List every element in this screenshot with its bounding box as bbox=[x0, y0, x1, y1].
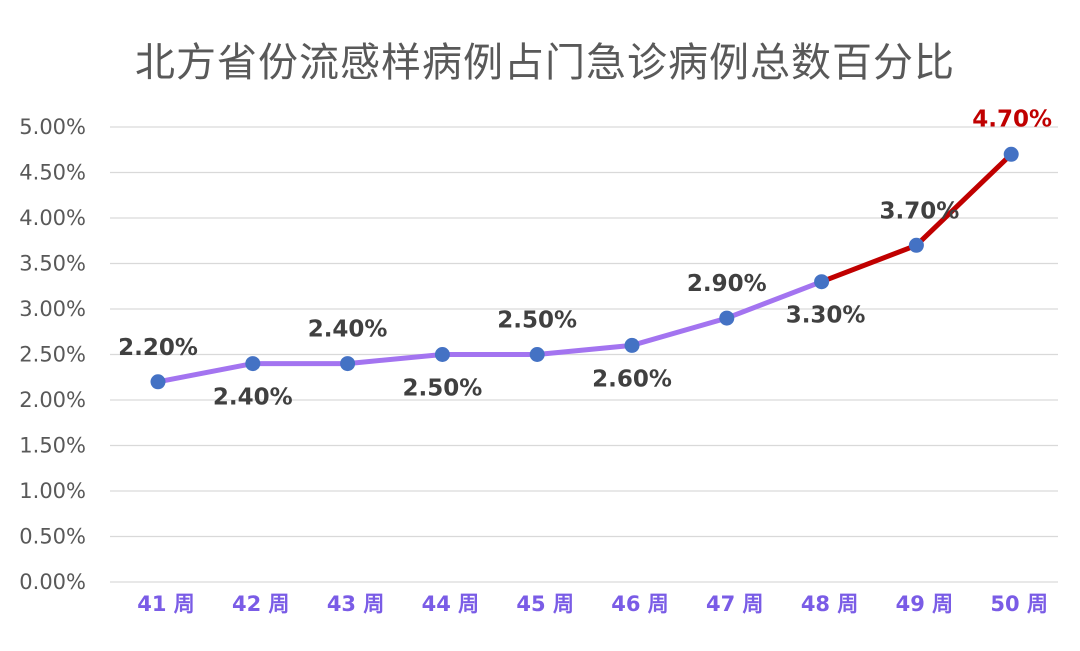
series-line-segment bbox=[534, 342, 635, 357]
data-label: 2.40% bbox=[308, 317, 388, 343]
y-tick-label: 4.00% bbox=[19, 206, 86, 230]
data-label: 2.50% bbox=[403, 376, 483, 402]
chart-title: 北方省份流感样病例占门急诊病例总数百分比 bbox=[135, 40, 955, 86]
data-point bbox=[340, 356, 356, 372]
y-tick-label: 3.00% bbox=[19, 297, 86, 321]
data-point bbox=[719, 310, 735, 326]
x-axis: 41 周 42 周 43 周 44 周 45 周 46 周 47 周 48 周 49 周 50 周 bbox=[137, 592, 1048, 616]
x-tick-label: 49 周 bbox=[896, 592, 954, 616]
data-label: 2.90% bbox=[687, 271, 767, 297]
y-tick-label: 1.00% bbox=[19, 479, 86, 503]
y-tick-label: 0.50% bbox=[19, 525, 86, 549]
data-point bbox=[1003, 146, 1019, 162]
data-point bbox=[529, 347, 545, 362]
y-tick-label: 3.50% bbox=[19, 252, 86, 276]
series-line-segment bbox=[345, 352, 445, 367]
series-line-segment bbox=[155, 361, 256, 385]
data-label: 2.20% bbox=[118, 335, 198, 361]
x-tick-label: 42 周 bbox=[232, 592, 290, 616]
y-tick-label: 1.50% bbox=[19, 434, 86, 458]
series-line-segment bbox=[724, 279, 825, 321]
gridlines bbox=[110, 126, 1058, 583]
x-tick-label: 43 周 bbox=[327, 592, 385, 616]
x-tick-label: 45 周 bbox=[516, 592, 574, 616]
x-tick-label: 50 周 bbox=[990, 592, 1048, 616]
x-tick-label: 41 周 bbox=[137, 592, 195, 616]
y-tick-label: 0.00% bbox=[19, 570, 86, 594]
data-label: 3.70% bbox=[880, 198, 960, 224]
series-line-segment-highlight bbox=[913, 151, 1014, 248]
y-tick-label: 4.50% bbox=[19, 161, 86, 185]
series-line-segment bbox=[629, 315, 730, 348]
data-point bbox=[908, 237, 924, 253]
data-label: 3.30% bbox=[786, 303, 866, 329]
data-label: 2.40% bbox=[213, 385, 293, 411]
data-point bbox=[434, 347, 450, 362]
series-line bbox=[155, 151, 1014, 385]
y-tick-label: 2.00% bbox=[19, 388, 86, 412]
data-label: 2.50% bbox=[497, 308, 577, 334]
series-markers bbox=[150, 146, 1019, 390]
y-axis: 0.00% 0.50% 1.00% 1.50% 2.00% 2.50% 3.00% 3.50%… bbox=[19, 115, 86, 594]
series-line-segment-highlight bbox=[819, 242, 919, 285]
data-point bbox=[814, 274, 830, 290]
data-label: 4.70% bbox=[972, 106, 1052, 132]
x-tick-label: 46 周 bbox=[611, 592, 669, 616]
x-tick-label: 44 周 bbox=[422, 592, 480, 616]
x-tick-label: 48 周 bbox=[801, 592, 859, 616]
y-tick-label: 5.00% bbox=[19, 115, 86, 139]
data-label: 2.60% bbox=[592, 366, 672, 392]
data-point bbox=[624, 337, 640, 353]
x-tick-label: 47 周 bbox=[706, 592, 764, 616]
data-point bbox=[245, 356, 261, 372]
data-point bbox=[150, 374, 166, 390]
data-labels: 2.20% 2.40% 2.40% 2.50% 2.50% 2.60% 2.90% 3.30%… bbox=[118, 106, 1052, 410]
y-tick-label: 2.50% bbox=[19, 343, 86, 367]
